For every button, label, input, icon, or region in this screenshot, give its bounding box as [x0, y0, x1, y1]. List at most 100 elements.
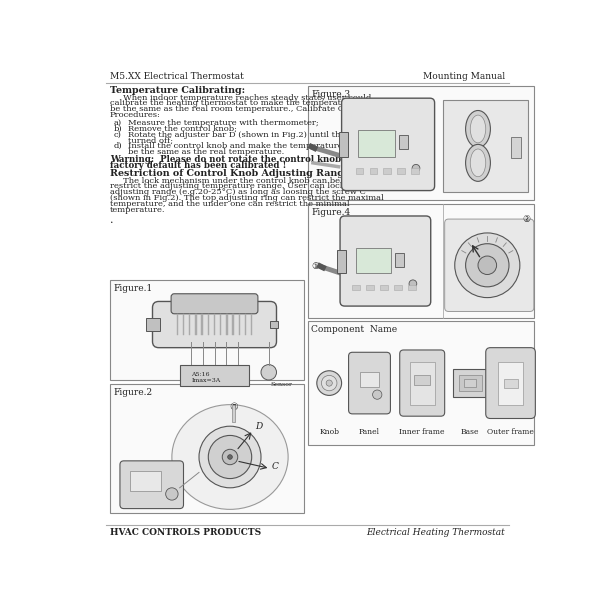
- Text: d): d): [114, 142, 122, 150]
- Bar: [408, 284, 416, 290]
- Bar: [415, 376, 430, 385]
- Text: ②: ②: [522, 215, 530, 224]
- FancyBboxPatch shape: [349, 352, 391, 414]
- Bar: [308, 203, 534, 317]
- Text: restrict the adjusting temperature range. User can lock the: restrict the adjusting temperature range…: [110, 182, 361, 190]
- Bar: [110, 384, 304, 513]
- Circle shape: [166, 488, 178, 500]
- Bar: [458, 376, 482, 391]
- Circle shape: [222, 449, 238, 464]
- Text: Restriction of Control Knob Adjusting Range:: Restriction of Control Knob Adjusting Ra…: [110, 169, 353, 178]
- Bar: [183, 314, 184, 335]
- FancyBboxPatch shape: [445, 219, 534, 311]
- Circle shape: [208, 436, 252, 479]
- Bar: [308, 86, 534, 200]
- Bar: [360, 371, 379, 387]
- Bar: [395, 253, 404, 267]
- Bar: [505, 379, 518, 388]
- Ellipse shape: [466, 145, 490, 181]
- Text: Figure.3: Figure.3: [311, 90, 350, 99]
- Bar: [189, 314, 190, 335]
- Bar: [337, 250, 346, 273]
- Bar: [232, 314, 234, 335]
- Bar: [226, 314, 227, 335]
- Bar: [380, 284, 388, 290]
- Bar: [251, 314, 253, 335]
- Text: Warning:  Please do not rotate the control knob since the: Warning: Please do not rotate the contro…: [110, 155, 388, 164]
- Circle shape: [326, 380, 332, 386]
- Text: Base: Base: [461, 428, 479, 436]
- Bar: [370, 168, 377, 175]
- Circle shape: [317, 371, 341, 395]
- Circle shape: [261, 365, 277, 380]
- FancyBboxPatch shape: [340, 216, 431, 306]
- Bar: [130, 471, 161, 491]
- Text: Rotate the adjuster bar D (shown in Fig.2) until the LED is: Rotate the adjuster bar D (shown in Fig.…: [128, 131, 376, 139]
- Bar: [412, 168, 419, 175]
- Text: factory default has been calibrated !: factory default has been calibrated !: [110, 161, 286, 170]
- Text: temperature, and the under one can restrict the minimal: temperature, and the under one can restr…: [110, 200, 349, 208]
- Text: (shown in Fig.2). The top adjusting ring can restrict the maximal: (shown in Fig.2). The top adjusting ring…: [110, 194, 383, 202]
- Text: R: R: [151, 328, 155, 332]
- Text: Inner frame: Inner frame: [400, 428, 445, 436]
- Text: L: L: [151, 322, 155, 326]
- Text: a): a): [114, 119, 122, 127]
- Bar: [179, 365, 250, 386]
- FancyBboxPatch shape: [152, 301, 277, 347]
- Text: HVAC CONTROLS PRODUCTS: HVAC CONTROLS PRODUCTS: [110, 528, 261, 537]
- Circle shape: [412, 164, 420, 172]
- Text: Component  Name: Component Name: [311, 325, 398, 334]
- Ellipse shape: [470, 149, 486, 177]
- Bar: [394, 284, 402, 290]
- Text: D: D: [255, 422, 262, 431]
- Text: Install the control knob and make the temperature reading: Install the control knob and make the te…: [128, 142, 377, 150]
- Text: turned off;: turned off;: [128, 136, 173, 144]
- Bar: [464, 379, 476, 387]
- Text: Panel: Panel: [359, 428, 380, 436]
- Text: calibrate the heating thermostat to make the temperature reading: calibrate the heating thermostat to make…: [110, 100, 390, 107]
- Text: ①: ①: [311, 262, 319, 271]
- FancyBboxPatch shape: [486, 347, 535, 419]
- Text: M5.XX Electrical Thermostat: M5.XX Electrical Thermostat: [110, 72, 244, 81]
- Bar: [511, 137, 521, 158]
- Text: be the same as the real room temperature., Calibrate Operation: be the same as the real room temperature…: [110, 105, 380, 113]
- Text: The lock mechanism under the control knob can be used to: The lock mechanism under the control kno…: [110, 177, 373, 185]
- Text: .: .: [110, 215, 113, 225]
- Circle shape: [466, 244, 509, 287]
- Bar: [397, 168, 405, 175]
- Text: be the same as the real temperature.: be the same as the real temperature.: [128, 148, 284, 156]
- Text: ②: ②: [174, 498, 182, 508]
- Bar: [195, 314, 197, 335]
- Bar: [146, 319, 160, 331]
- Text: Figure.2: Figure.2: [114, 388, 153, 397]
- FancyBboxPatch shape: [341, 98, 434, 191]
- Text: C: C: [272, 462, 279, 471]
- Ellipse shape: [470, 115, 486, 143]
- Text: temperature.: temperature.: [110, 206, 166, 214]
- Bar: [356, 248, 391, 273]
- Bar: [352, 284, 360, 290]
- Circle shape: [478, 256, 497, 275]
- Bar: [399, 135, 408, 149]
- Bar: [367, 284, 374, 290]
- Circle shape: [455, 233, 520, 298]
- Bar: [232, 404, 235, 422]
- Text: Measure the temperature with thermometer;: Measure the temperature with thermometer…: [128, 119, 319, 127]
- Text: Figure.4: Figure.4: [311, 208, 350, 217]
- Bar: [239, 314, 240, 335]
- Bar: [214, 314, 215, 335]
- Text: ③: ③: [229, 401, 238, 412]
- Text: When indoor temperature reaches steady state, user could: When indoor temperature reaches steady s…: [110, 94, 371, 101]
- Bar: [338, 132, 348, 157]
- Text: A5:16: A5:16: [191, 372, 210, 377]
- Bar: [176, 314, 178, 335]
- Text: Sensor: Sensor: [271, 382, 292, 388]
- Bar: [443, 100, 529, 192]
- Text: Figure.1: Figure.1: [114, 284, 153, 293]
- Text: Knob: Knob: [319, 428, 339, 436]
- Bar: [498, 362, 523, 404]
- FancyBboxPatch shape: [400, 350, 445, 416]
- Circle shape: [373, 390, 382, 399]
- Text: Temperature Calibrating:: Temperature Calibrating:: [110, 86, 245, 95]
- Bar: [453, 369, 487, 397]
